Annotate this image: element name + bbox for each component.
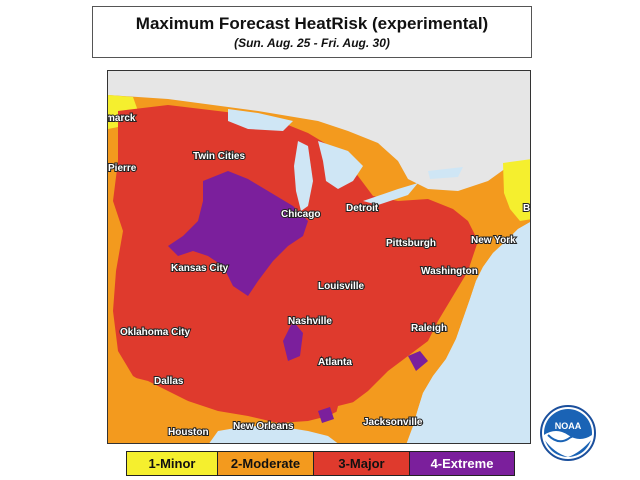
lake-ontario	[428, 167, 463, 179]
moderate-region-texas	[108, 371, 208, 443]
lake-erie	[363, 183, 418, 205]
extreme-region-south	[283, 321, 303, 361]
city-label: Chicago	[281, 209, 320, 220]
legend-extreme: 4-Extreme	[410, 452, 514, 475]
city-label: Detroit	[346, 203, 379, 214]
city-label: Dallas	[154, 376, 184, 387]
city-label: Oklahoma City	[120, 327, 190, 338]
city-label: Raleigh	[411, 323, 447, 334]
noaa-logo-icon: NOAA	[540, 405, 596, 461]
city-label: Pittsburgh	[386, 238, 436, 249]
city-label: Pierre	[108, 163, 137, 174]
map-svg: marck Pierre Twin Cities Chicago Detroit…	[108, 71, 530, 443]
extreme-region-midwest	[168, 171, 308, 296]
city-label: Twin Cities	[193, 151, 245, 162]
extreme-region-carolina	[408, 351, 428, 371]
city-label: Atlanta	[318, 357, 352, 368]
legend-major: 3-Major	[314, 452, 410, 475]
gulf-of-mexico	[209, 426, 338, 443]
heatrisk-map: marck Pierre Twin Cities Chicago Detroit…	[107, 70, 531, 444]
city-label: Kansas City	[171, 263, 229, 274]
extreme-region-gulf	[318, 407, 334, 423]
city-label: Louisville	[318, 281, 365, 292]
canada-region	[108, 71, 530, 191]
heatrisk-legend: 1-Minor 2-Moderate 3-Major 4-Extreme	[126, 451, 515, 476]
city-label: marck	[108, 113, 136, 124]
map-subtitle: (Sun. Aug. 25 - Fri. Aug. 30)	[234, 36, 390, 50]
city-label: New Orleans	[233, 421, 294, 432]
city-label: Washington	[421, 266, 478, 277]
legend-minor: 1-Minor	[127, 452, 218, 475]
title-box: Maximum Forecast HeatRisk (experimental)…	[92, 6, 532, 58]
city-label: B	[523, 203, 530, 214]
map-title: Maximum Forecast HeatRisk (experimental)	[135, 14, 489, 33]
minor-region-northeast	[503, 159, 530, 221]
legend-moderate: 2-Moderate	[218, 452, 314, 475]
city-label: Jacksonville	[363, 417, 423, 428]
city-label: New York	[471, 235, 516, 246]
atlantic-ocean	[406, 222, 530, 443]
city-label: Houston	[168, 427, 209, 438]
lake-superior	[228, 109, 293, 131]
noaa-logo-text: NOAA	[555, 421, 582, 431]
city-label: Nashville	[288, 316, 332, 327]
lake-michigan	[294, 141, 313, 211]
lake-huron	[318, 141, 363, 189]
moderate-region-gulf	[328, 396, 418, 443]
